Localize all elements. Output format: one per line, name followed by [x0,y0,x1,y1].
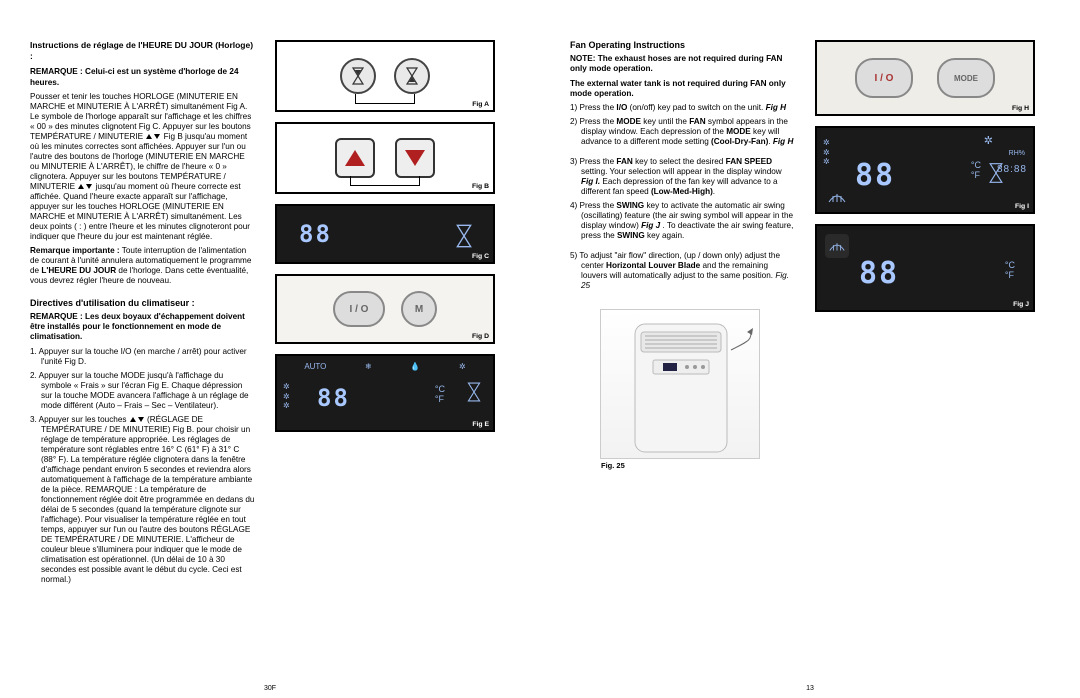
temp-down-button-icon [395,138,435,178]
mode-button-icon: MODE [937,58,995,98]
hourglass-icon [352,67,364,85]
timer-on-button-icon [340,58,376,94]
figure-label: Fig I [1015,203,1029,210]
list-item: 2. Appuyer sur la touche MODE jusqu'à l'… [30,371,255,411]
fan-icon: ✲ [984,134,993,147]
clock-instructions-para: Pousser et tenir les touches HORLOGE (MI… [30,92,255,242]
ac-directives-heading: Directives d'utilisation du climatiseur … [30,298,255,308]
lcd-digits: 88 [317,384,350,412]
clock-setting-heading: Instructions de réglage de l'HEURE DU JO… [30,40,255,61]
temp-up-button-icon [335,138,375,178]
lcd-time: 88:88 [997,164,1027,175]
triangle-down-icon [405,150,425,166]
left-text-column: Instructions de réglage de l'HEURE DU JO… [30,40,265,678]
figure-label: Fig C [472,253,489,260]
figure-label: Fig D [472,333,489,340]
io-button-icon: I / O [855,58,913,98]
triangle-up-icon [146,134,152,139]
figure-label: Fig. 25 [601,461,625,470]
fan-icon: ✲ [459,362,466,371]
exhaust-hose-note: REMARQUE : Les deux boyaux d'échappement… [30,312,255,343]
swing-icon [828,239,846,253]
figure-h: I / O MODE Fig H [815,40,1035,116]
fan-speed-bars-icon: ✲✲✲ [283,382,290,411]
page-right-13: Fan Operating Instructions NOTE: The exh… [540,0,1080,698]
lcd-digits: 88 [855,158,895,193]
triangle-up-icon [78,184,84,189]
hourglass-icon [406,67,418,85]
figure-i: ✲ ✲✲✲ 88 °C°F RH% 88:88 Fig I [815,126,1035,214]
lcd-unit: °C°F [971,160,981,180]
figure-d: I / O M Fig D [275,274,495,344]
left-figures-column: Fig A Fig B 88 Fig C I / O M Fig D [275,40,495,678]
io-button-icon: I / O [333,291,385,327]
lcd-digits: 88 [859,256,899,291]
ac-unit-illustration [601,310,761,460]
figure-c: 88 Fig C [275,204,495,264]
fan-speed-bars-icon: ✲✲✲ [823,138,830,167]
figure-e: AUTO ❄ 💧 ✲ ✲✲✲ 88 °C °F Fig E [275,354,495,432]
figure-label: Fig A [472,101,489,108]
triangle-down-icon [86,184,92,189]
ac-steps-list: 1. Appuyer sur la touche I/O (en marche … [30,347,255,589]
list-item: 3. Appuyer sur les touches (RÉGLAGE DE T… [30,415,255,585]
triangle-down-icon [138,417,144,422]
fan-instructions-heading: Fan Operating Instructions [570,40,795,50]
list-item: 1) Press the I/O (on/off) key pad to swi… [570,103,795,113]
figure-label: Fig B [472,183,489,190]
figure-label: Fig J [1013,301,1029,308]
triangle-down-icon [154,134,160,139]
figure-label: Fig E [472,421,489,428]
triangle-up-icon [130,417,136,422]
figure-a: Fig A [275,40,495,112]
drop-icon: 💧 [410,362,420,371]
lcd-mode-icons: AUTO ❄ 💧 ✲ [285,362,485,371]
snowflake-icon: ❄ [365,362,372,371]
figure-b: Fig B [275,122,495,194]
exhaust-note: NOTE: The exhaust hoses are not required… [570,54,795,75]
list-item: 3) Press the FAN key to select the desir… [570,157,795,197]
right-text-column: Fan Operating Instructions NOTE: The exh… [570,40,805,678]
bracket-icon [350,176,420,186]
lcd-digits: 88 [299,220,332,248]
hourglass-icon [467,382,481,402]
page-left-30f: Instructions de réglage de l'HEURE DU JO… [0,0,540,698]
figure-label: Fig H [1012,105,1029,112]
swing-highlight-icon [825,234,849,258]
water-tank-note: The external water tank is not required … [570,79,795,100]
page-number: 30F [264,685,276,692]
list-item: 5) To adjust "air flow" direction, (up /… [570,251,795,291]
figure-j: 88 °C°F Fig J [815,224,1035,312]
lcd-rh: RH% [1009,150,1025,157]
fan-steps-list: 1) Press the I/O (on/off) key pad to swi… [570,103,795,295]
hourglass-icon [455,224,473,248]
triangle-up-icon [345,150,365,166]
list-item: 2) Press the MODE key until the FAN symb… [570,117,795,147]
figure-25: Fig. 25 [600,309,760,459]
list-item: 1. Appuyer sur la touche I/O (en marche … [30,347,255,367]
important-remark-para: Remarque importante : Toute interruption… [30,246,255,286]
page-number: 13 [806,685,814,692]
swing-icon [827,190,847,204]
lcd-unit: °C°F [1005,260,1015,280]
timer-off-button-icon [394,58,430,94]
mode-button-partial-icon: M [401,291,437,327]
list-item: 4) Press the SWING key to activate the a… [570,201,795,241]
lcd-unit: °C °F [435,384,445,404]
right-figures-column: I / O MODE Fig H ✲ ✲✲✲ 88 °C°F RH% 88:88… [815,40,1035,678]
clock-24h-note: REMARQUE : Celui-ci est un système d'hor… [30,67,255,88]
bracket-icon [355,94,415,104]
